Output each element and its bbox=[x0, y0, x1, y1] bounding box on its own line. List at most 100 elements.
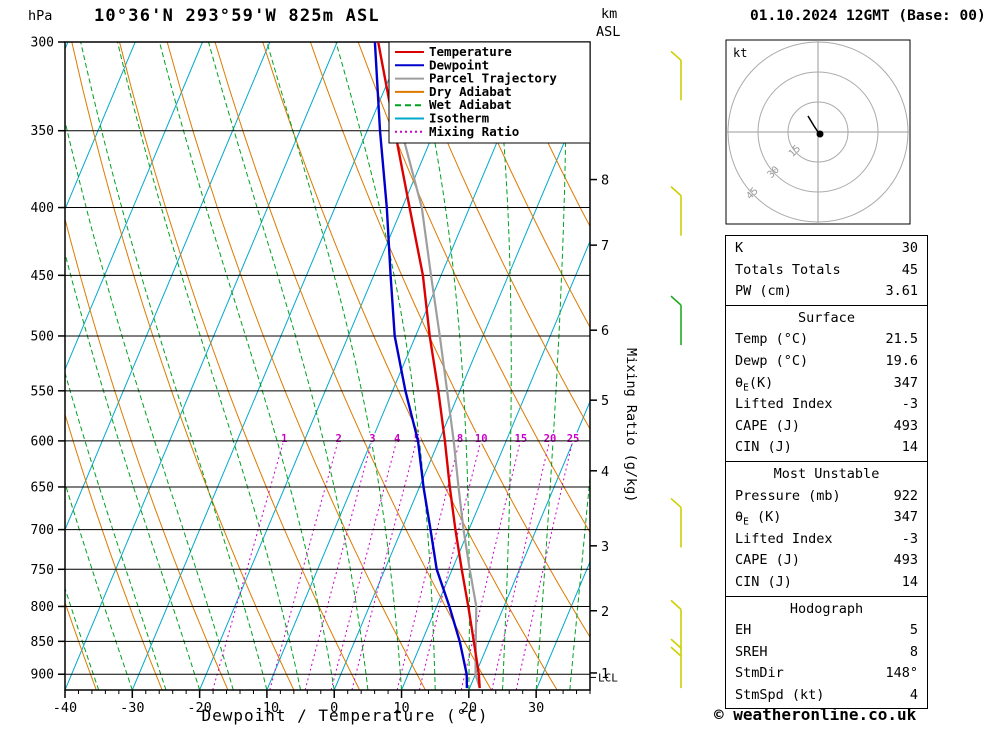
dry-adiabat-line bbox=[65, 412, 163, 690]
wet-adiabat-line bbox=[266, 42, 402, 690]
dry-adiabat-line bbox=[71, 42, 295, 690]
row-value: 148° bbox=[885, 665, 918, 682]
hodograph-stats-box: Hodograph EH 5 SREH 8 StmDir 148° StmSpd (k… bbox=[725, 595, 928, 710]
row-value: 5 bbox=[909, 622, 918, 639]
wet-adiabat-line bbox=[65, 371, 167, 690]
table-row: Lifted Index -3 bbox=[735, 529, 918, 551]
wet-adiabat-line bbox=[493, 42, 512, 690]
mixing-ratio-lines: 1 2 3 4 5 8 10 15 20 25 bbox=[212, 431, 581, 690]
table-row: Pressure (mb) 922 bbox=[735, 486, 918, 508]
storm-motion-dot bbox=[816, 130, 824, 138]
mixing-ratio-line bbox=[330, 435, 399, 690]
row-value: 3.61 bbox=[885, 283, 918, 300]
wet-adiabat-line bbox=[535, 42, 567, 690]
isotherm-line bbox=[65, 42, 204, 371]
mixing-ratio-label: 2 bbox=[336, 433, 342, 445]
table-header: Most Unstable bbox=[773, 465, 880, 482]
pressure-tick-label: 550 bbox=[31, 384, 54, 399]
temperature-axis: -40 -30 -20 -10 0 10 20 30 bbox=[53, 690, 591, 716]
stats-panel: K 30 Totals Totals 45 PW (cm) 3.61 Surface … bbox=[725, 235, 928, 710]
wet-adiabat-lines bbox=[65, 42, 680, 690]
wind-barb-column bbox=[670, 50, 682, 689]
isotherm-line bbox=[65, 42, 271, 532]
table-row: Lifted Index -3 bbox=[735, 394, 918, 416]
row-label: CAPE (J) bbox=[735, 417, 801, 434]
row-label: Lifted Index bbox=[735, 396, 833, 413]
km-tick-label: 1 bbox=[601, 666, 609, 682]
table-row: StmDir 148° bbox=[735, 663, 918, 685]
pressure-tick-label: 700 bbox=[31, 523, 54, 538]
pressure-tick-label: 450 bbox=[31, 269, 54, 284]
temperature-tick-label: -40 bbox=[53, 700, 77, 716]
table-row: Dewp (°C) 19.6 bbox=[735, 351, 918, 373]
row-label: CAPE (J) bbox=[735, 552, 801, 569]
mixing-ratio-label: 3 bbox=[369, 433, 375, 445]
mixing-ratio-label: 15 bbox=[515, 433, 528, 445]
row-label: CIN (J) bbox=[735, 439, 792, 456]
row-label: EH bbox=[735, 622, 752, 639]
hodograph-unit-label: kt bbox=[733, 46, 747, 60]
temperature-tick-label: -20 bbox=[187, 700, 211, 716]
table-header: Surface bbox=[798, 309, 855, 326]
dry-adiabat-line bbox=[357, 42, 590, 534]
station-title: 10°36'N 293°59'W 825m ASL bbox=[94, 6, 380, 26]
row-value: 493 bbox=[893, 552, 918, 569]
row-label: Dewp (°C) bbox=[735, 352, 809, 369]
legend-label: Temperature bbox=[429, 44, 512, 59]
temperature-tick-label: 20 bbox=[461, 700, 477, 716]
wind-barb-tick bbox=[670, 599, 682, 611]
row-label: Lifted Index bbox=[735, 530, 833, 547]
legend-label: Dry Adiabat bbox=[429, 84, 512, 99]
temperature-tick-label: -10 bbox=[255, 700, 279, 716]
wet-adiabat-line bbox=[604, 42, 680, 690]
wind-barb-tick bbox=[670, 638, 682, 649]
row-value: -3 bbox=[901, 396, 918, 413]
pressure-axis-unit-label: hPa bbox=[28, 8, 53, 24]
hodograph-ring bbox=[787, 101, 849, 163]
row-label: Totals Totals bbox=[735, 261, 841, 278]
km-tick-label: 2 bbox=[601, 604, 609, 620]
hodograph-ring bbox=[727, 41, 909, 223]
dry-adiabat-line bbox=[453, 42, 590, 329]
row-value: 14 bbox=[901, 573, 918, 590]
wet-adiabat-line bbox=[335, 42, 436, 690]
table-row: Totals Totals 45 bbox=[735, 260, 918, 282]
km-axis-unit-label: km bbox=[601, 6, 618, 22]
wind-barb-tick bbox=[670, 646, 682, 657]
table-row: CAPE (J) 493 bbox=[735, 550, 918, 572]
row-value: 493 bbox=[893, 417, 918, 434]
table-row: CIN (J) 14 bbox=[735, 437, 918, 459]
dry-adiabat-line bbox=[166, 42, 426, 690]
row-label: StmSpd (kt) bbox=[735, 686, 825, 703]
pressure-tick-label: 650 bbox=[31, 480, 54, 495]
row-label: SREH bbox=[735, 643, 768, 660]
mixing-ratio-line bbox=[515, 435, 575, 690]
pressure-tick-label: 900 bbox=[31, 668, 54, 683]
row-label: θE (K) bbox=[735, 509, 782, 528]
pressure-tick-label: 850 bbox=[31, 635, 54, 650]
table-row: EH 5 bbox=[735, 620, 918, 642]
row-value: 922 bbox=[893, 487, 918, 504]
row-label: PW (cm) bbox=[735, 283, 792, 300]
dry-adiabat-line bbox=[262, 42, 558, 690]
isotherm-line bbox=[401, 239, 590, 690]
surface-box: Surface Temp (°C) 21.5 Dewp (°C) 19.6 θE(K… bbox=[725, 304, 928, 462]
isotherm-line bbox=[65, 42, 338, 690]
row-label: CIN (J) bbox=[735, 573, 792, 590]
pressure-tick-label: 750 bbox=[31, 563, 54, 578]
dry-adiabat-line bbox=[65, 600, 97, 690]
wet-adiabat-line bbox=[65, 586, 100, 690]
mixing-ratio-label: 8 bbox=[457, 433, 463, 445]
row-label: Pressure (mb) bbox=[735, 487, 841, 504]
most-unstable-box: Most Unstable Pressure (mb) 922 θE (K) 347… bbox=[725, 460, 928, 597]
isotherm-line bbox=[266, 42, 540, 690]
datetime-label: 01.10.2024 12GMT (Base: 00) bbox=[750, 8, 986, 24]
hodograph-ring bbox=[757, 71, 879, 193]
row-value: 19.6 bbox=[885, 352, 918, 369]
temperature-tick-label: 10 bbox=[393, 700, 409, 716]
legend-label: Mixing Ratio bbox=[429, 124, 519, 139]
row-value: 14 bbox=[901, 439, 918, 456]
table-row: θE(K) 347 bbox=[735, 373, 918, 395]
